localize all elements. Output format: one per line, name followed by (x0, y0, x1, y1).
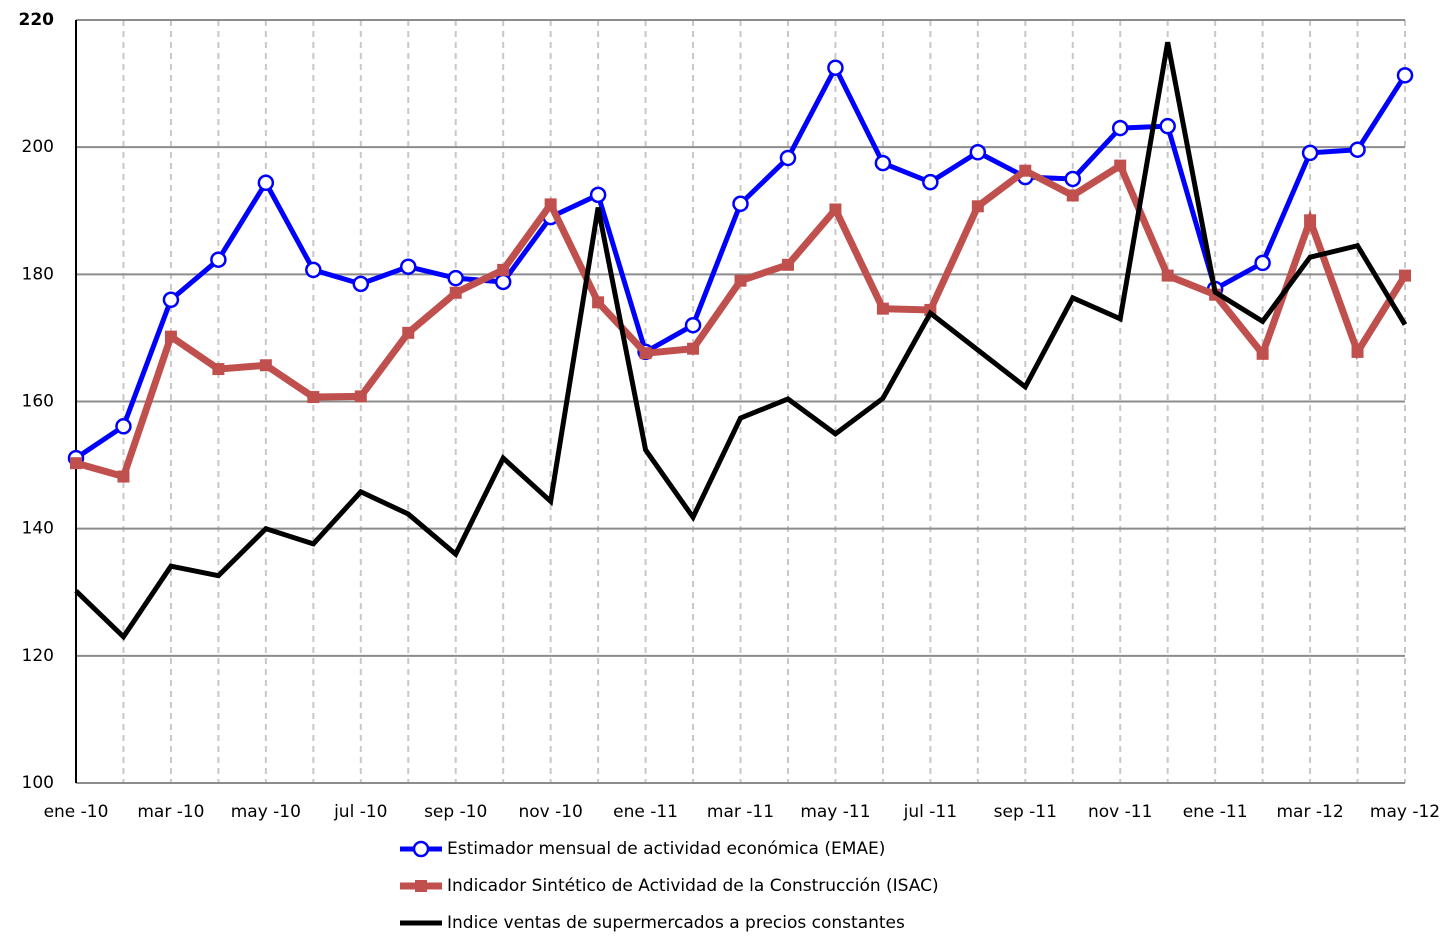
point (257, 174, 275, 192)
point (449, 286, 462, 299)
point (1066, 189, 1079, 202)
legend-label: Indice ventas de supermercados a precios… (447, 913, 905, 933)
point (734, 274, 747, 287)
y-tick-label: 100 (22, 773, 54, 793)
point (684, 316, 702, 334)
series-line (74, 41, 1408, 641)
point (592, 296, 605, 309)
point (259, 359, 272, 372)
x-tick-label: sep -11 (994, 802, 1057, 822)
point (307, 391, 320, 404)
x-tick-label: ene -11 (613, 802, 678, 822)
point (164, 330, 177, 343)
x-tick-label: nov -10 (518, 802, 582, 822)
point (1256, 347, 1269, 360)
point (115, 418, 132, 435)
point (971, 200, 984, 213)
point (70, 457, 82, 470)
point (732, 195, 749, 213)
x-tick-label: mar -12 (1277, 802, 1344, 822)
point (400, 258, 417, 275)
point (589, 186, 607, 204)
point (1301, 144, 1319, 162)
point (1254, 254, 1271, 272)
y-tick-label: 220 (19, 10, 55, 30)
point (352, 275, 370, 293)
x-tick-label: jul -11 (903, 802, 957, 822)
point (687, 342, 700, 355)
point (497, 263, 510, 276)
legend-label: Indicador Sintético de Actividad de la C… (447, 876, 939, 896)
point (639, 347, 652, 360)
point (212, 363, 225, 376)
point (1304, 214, 1317, 227)
point (922, 173, 939, 191)
x-tick-label: may -11 (800, 802, 870, 822)
point (494, 273, 512, 291)
point (1399, 269, 1411, 282)
point (1351, 345, 1364, 358)
point (1111, 119, 1129, 137)
x-tick-label: ene -10 (44, 802, 109, 822)
point (210, 251, 227, 268)
y-tick-label: 140 (22, 519, 54, 539)
y-tick-label: 160 (22, 392, 54, 412)
x-tick-label: jul -10 (333, 802, 387, 822)
point (117, 470, 130, 483)
point (779, 149, 797, 167)
point (827, 59, 844, 76)
x-tick-label: ene -11 (1183, 802, 1248, 822)
y-tick-label: 180 (22, 264, 54, 284)
x-tick-label: mar -10 (137, 802, 204, 822)
point (969, 144, 987, 161)
point (829, 203, 842, 216)
point (876, 302, 889, 315)
legend-label: Estimador mensual de actividad económica… (447, 839, 885, 859)
x-tick-label: nov -11 (1088, 802, 1152, 822)
point (447, 269, 464, 287)
point (1161, 269, 1174, 282)
point (1114, 159, 1127, 172)
point (1019, 164, 1032, 177)
legend-marker (415, 880, 427, 892)
point (162, 291, 180, 309)
x-tick-label: may -12 (1370, 802, 1440, 822)
point (354, 390, 367, 403)
point (1349, 141, 1366, 158)
y-tick-label: 200 (22, 137, 54, 157)
x-tick-label: mar -11 (707, 802, 774, 822)
point (544, 198, 557, 211)
point (402, 326, 415, 339)
point (1159, 117, 1176, 135)
point (781, 258, 794, 271)
point (305, 261, 322, 279)
point (1064, 170, 1081, 188)
x-tick-label: sep -10 (424, 802, 487, 822)
point (874, 154, 892, 172)
y-tick-label: 120 (22, 646, 54, 666)
x-tick-label: may -10 (231, 802, 301, 822)
legend-marker (412, 840, 430, 858)
point (1396, 67, 1414, 84)
